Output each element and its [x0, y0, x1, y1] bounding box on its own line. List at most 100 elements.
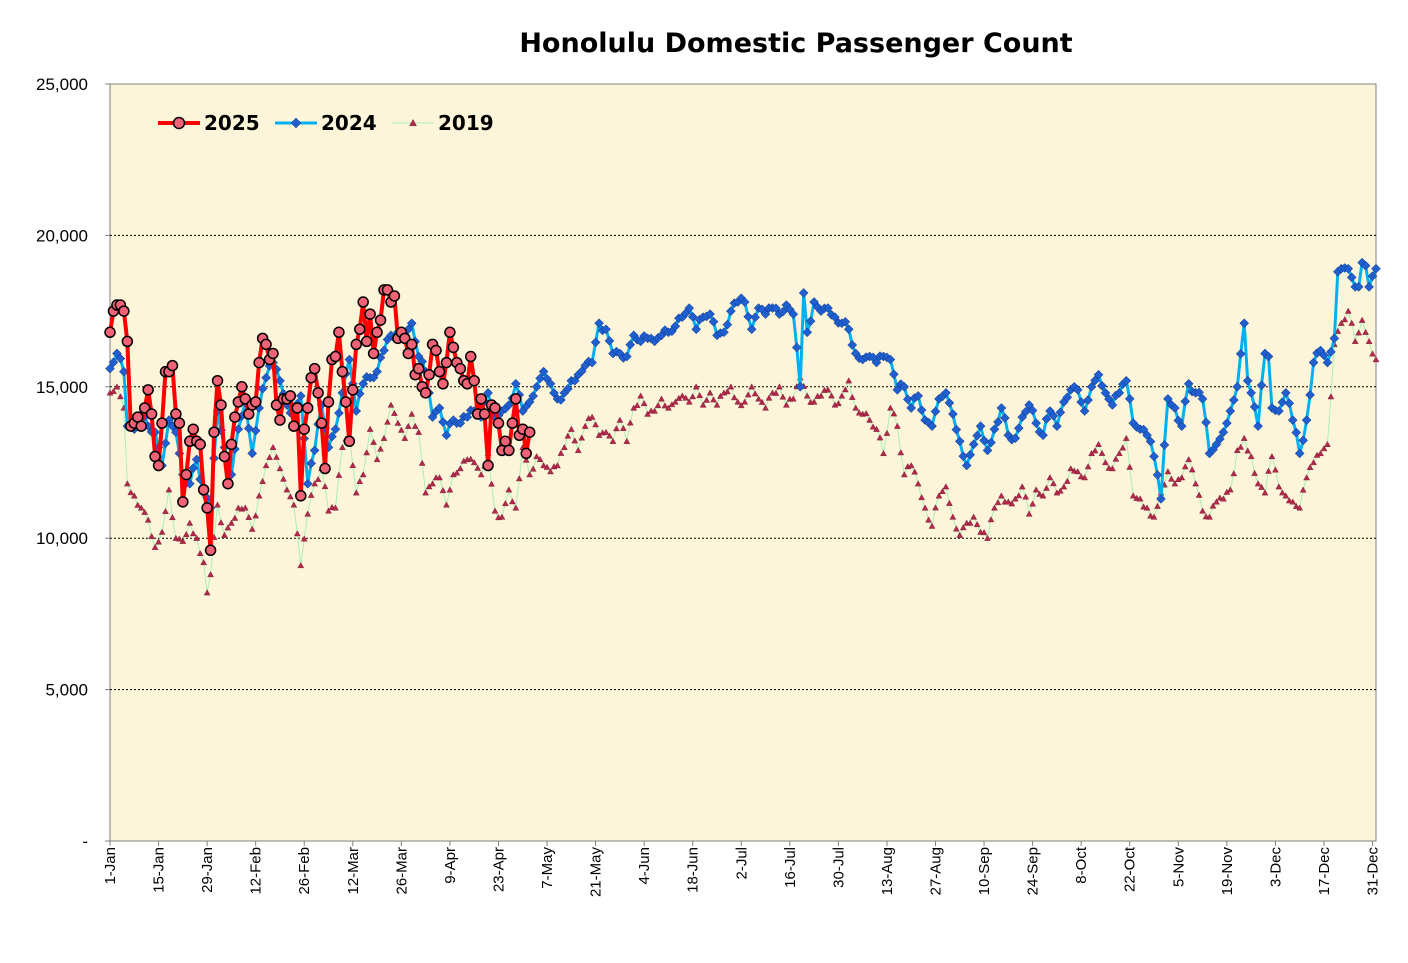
data-point-2024	[562, 384, 573, 394]
data-point-2019	[297, 562, 305, 569]
data-point-2019	[502, 500, 509, 507]
data-point-2019	[696, 392, 703, 399]
data-point-2025	[142, 384, 154, 396]
data-point-2019	[613, 425, 620, 432]
data-point-2019	[1337, 319, 1345, 326]
data-point-2024	[1048, 410, 1059, 421]
data-point-2019	[918, 494, 925, 501]
data-point-2025	[520, 447, 532, 460]
data-point-2019	[300, 535, 308, 542]
data-point-2025	[204, 544, 217, 557]
data-point-2024	[247, 448, 258, 459]
data-point-2024	[1326, 347, 1336, 357]
data-point-2019	[515, 475, 523, 482]
data-point-2024	[1124, 393, 1135, 404]
data-point-2019	[970, 513, 977, 520]
data-point-2024	[1256, 380, 1267, 391]
data-point-2019	[734, 398, 742, 405]
data-point-2019	[155, 538, 162, 545]
data-point-2019	[633, 402, 641, 409]
data-point-2019	[935, 492, 943, 499]
data-point-2019	[654, 402, 662, 409]
data-point-2019	[408, 410, 416, 417]
data-point-2024	[1284, 398, 1295, 409]
data-point-2019	[1192, 480, 1199, 487]
data-point-2019	[307, 491, 315, 498]
data-point-2019	[588, 413, 596, 420]
data-point-2024	[1215, 434, 1225, 444]
data-point-2019	[404, 422, 412, 429]
data-point-2019	[574, 446, 582, 453]
data-point-2025	[506, 417, 519, 429]
data-point-2025	[357, 296, 369, 308]
x-tick-label: 10-Sep	[976, 847, 993, 895]
data-point-2024	[108, 357, 119, 368]
data-point-2024	[1100, 388, 1111, 398]
data-point-2019	[862, 410, 870, 417]
data-point-2024	[684, 303, 695, 313]
data-point-2025	[329, 350, 342, 363]
data-point-2019	[1358, 316, 1366, 323]
data-point-2019	[474, 464, 482, 471]
data-point-2019	[512, 504, 520, 511]
data-point-2019	[658, 395, 665, 402]
data-point-2025	[295, 490, 307, 502]
data-point-2024	[625, 339, 636, 350]
data-point-2025	[298, 423, 310, 435]
legend-marker-2025	[172, 116, 186, 130]
data-point-2019	[1275, 483, 1283, 490]
data-point-2019	[380, 434, 388, 441]
data-point-2019	[1032, 486, 1040, 493]
data-point-2024	[739, 297, 750, 307]
data-point-2019	[1299, 486, 1307, 493]
data-point-2019	[1036, 490, 1043, 497]
data-point-2019	[1154, 502, 1161, 509]
data-point-2019	[564, 432, 572, 439]
data-point-2024	[556, 395, 566, 405]
data-point-2019	[352, 489, 360, 496]
data-point-2025	[201, 502, 213, 514]
data-point-2019	[391, 409, 398, 416]
data-point-2019	[370, 438, 377, 445]
data-point-2019	[287, 493, 294, 500]
x-tick-label: 2-Jul	[733, 847, 750, 880]
data-point-2024	[885, 354, 896, 365]
x-tick-label: 5-Nov	[1170, 847, 1187, 888]
data-point-2019	[758, 398, 766, 405]
data-point-2024	[930, 406, 941, 417]
data-point-2024	[687, 311, 698, 322]
data-point-2019	[606, 432, 613, 439]
data-point-2019	[1251, 469, 1258, 476]
data-point-2025	[118, 305, 130, 317]
data-point-2024	[1343, 263, 1354, 274]
data-point-2024	[760, 309, 771, 319]
data-point-2019	[498, 513, 506, 520]
data-point-2024	[1371, 263, 1381, 274]
data-point-2024	[944, 398, 955, 408]
data-point-2024	[250, 425, 261, 436]
data-point-2019	[1320, 445, 1328, 452]
data-point-2025	[433, 365, 446, 378]
data-point-2019	[838, 392, 846, 399]
data-point-2019	[921, 504, 929, 511]
data-point-2024	[1149, 451, 1159, 462]
data-point-2019	[176, 535, 183, 542]
data-point-2019	[665, 404, 672, 411]
x-tick-label: 3-Dec	[1267, 847, 1284, 888]
data-point-2024	[1079, 406, 1090, 416]
data-point-2019	[1372, 356, 1380, 363]
data-point-2019	[925, 516, 932, 523]
data-point-2024	[1280, 388, 1291, 398]
data-point-2024	[306, 458, 317, 469]
data-point-2019	[182, 530, 190, 537]
data-point-2019	[179, 537, 187, 544]
data-point-2025	[260, 338, 272, 351]
data-point-2019	[169, 514, 176, 521]
data-point-2019	[1220, 495, 1227, 502]
data-point-2019	[1188, 466, 1196, 473]
data-point-2019	[911, 468, 919, 475]
data-point-2019	[1043, 484, 1050, 491]
data-point-2019	[436, 474, 443, 481]
data-point-2019	[887, 404, 894, 411]
data-point-2019	[1077, 473, 1085, 480]
